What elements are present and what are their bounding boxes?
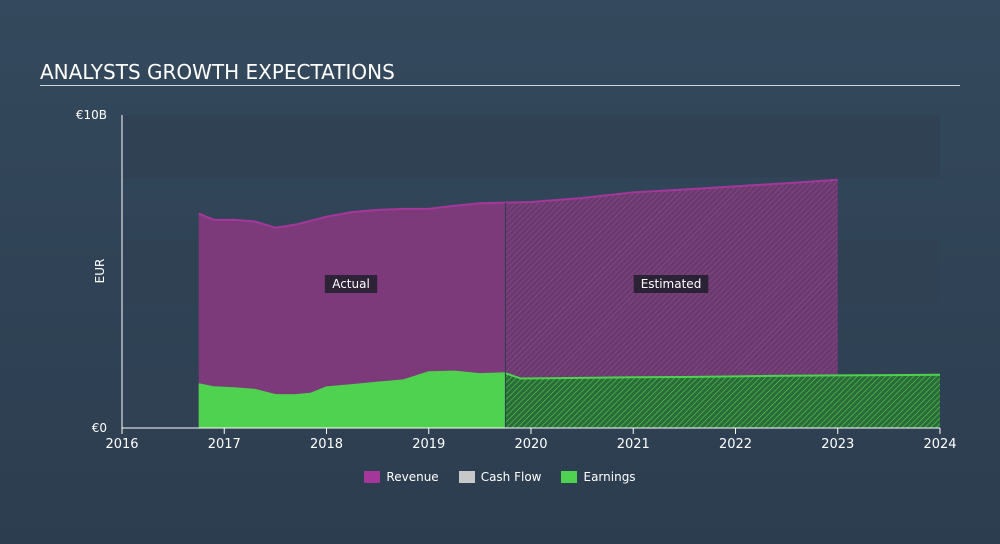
title-underline [40, 85, 960, 86]
estimated-region-label: Estimated [633, 275, 709, 293]
x-tick-label: 2016 [105, 437, 138, 452]
legend-swatch-revenue [364, 471, 381, 483]
estimated-region-label-text: Estimated [641, 277, 702, 291]
x-tick-label: 2023 [821, 437, 854, 452]
chart-legend: Revenue Cash Flow Earnings [0, 470, 1000, 484]
legend-swatch-earnings [561, 471, 578, 483]
actual-region-label-bg [324, 275, 378, 293]
legend-item-earnings[interactable]: Earnings [561, 470, 636, 484]
earnings-line [198, 370, 941, 397]
legend-label-cash-flow: Cash Flow [480, 470, 542, 484]
x-tick-label: 2018 [310, 437, 343, 452]
revenue-line [198, 178, 838, 229]
legend-label-revenue: Revenue [386, 470, 439, 484]
actual-region-label: Actual [324, 275, 378, 293]
grid-band [122, 115, 940, 178]
actual-region-label-text: Actual [332, 277, 370, 291]
legend-item-revenue[interactable]: Revenue [364, 470, 439, 484]
x-tick-label: 2024 [923, 437, 956, 452]
legend-label-earnings: Earnings [583, 470, 636, 484]
revenue-area-estimated [505, 179, 838, 428]
y-tick-label: €10B [76, 108, 107, 122]
y-axis-label: EUR [93, 259, 107, 284]
legend-item-cash-flow[interactable]: Cash Flow [458, 470, 542, 484]
x-tick-label: 2019 [412, 437, 445, 452]
legend-swatch-cash-flow [458, 471, 475, 483]
x-tick-label: 2020 [514, 437, 547, 452]
y-tick-label: €0 [92, 421, 107, 435]
x-tick-label: 2017 [208, 437, 241, 452]
earnings-area-estimated [505, 373, 940, 428]
estimated-region-label-bg [633, 275, 709, 293]
earnings-area-actual [198, 371, 506, 428]
x-tick-label: 2021 [617, 437, 650, 452]
chart-title: ANALYSTS GROWTH EXPECTATIONS [40, 60, 395, 84]
x-tick-label: 2022 [719, 437, 752, 452]
